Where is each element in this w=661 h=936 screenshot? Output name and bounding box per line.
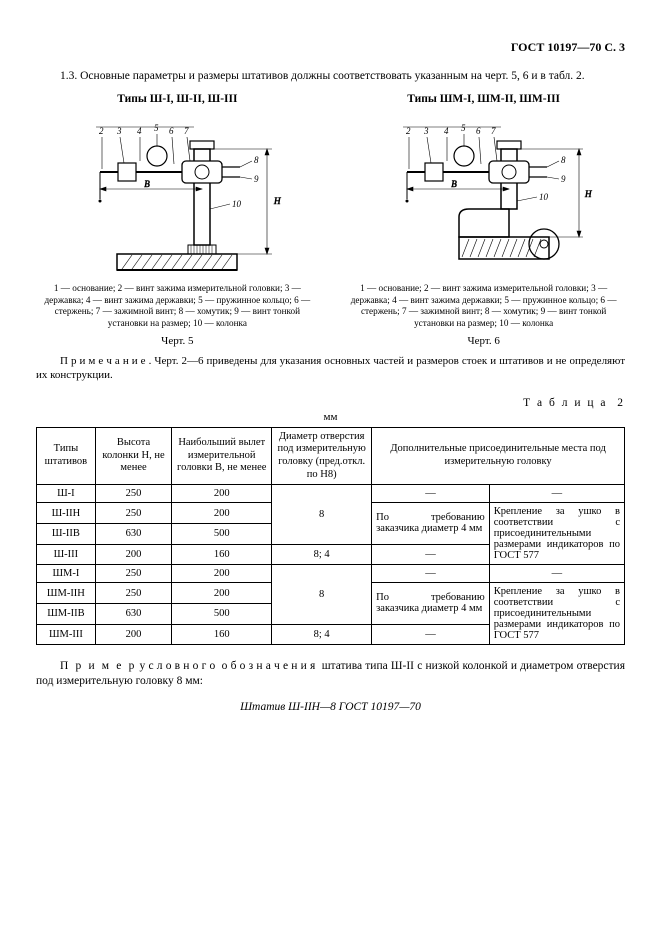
callout-7: 7: [184, 126, 189, 136]
table-2: Типы штативов Высота колонки H, не менее…: [36, 427, 625, 645]
figure-6-caption: Черт. 6: [467, 335, 499, 347]
svg-text:9: 9: [561, 174, 566, 184]
figure-6: Типы ШМ-I, ШМ-II, ШМ-III: [342, 93, 625, 347]
page: ГОСТ 10197—70 С. 3 1.3. Основные парамет…: [0, 0, 661, 936]
figure-6-title: Типы ШМ-I, ШМ-II, ШМ-III: [407, 93, 560, 105]
intro-paragraph: 1.3. Основные параметры и размеры штатив…: [36, 69, 625, 83]
svg-text:10: 10: [539, 192, 549, 202]
svg-text:5: 5: [461, 123, 466, 133]
callout-6: 6: [169, 126, 174, 136]
figure-5-title: Типы Ш-I, Ш-II, Ш-III: [117, 93, 237, 105]
table-unit: мм: [36, 411, 625, 423]
th-extra: Дополнительные присоединительные места п…: [372, 427, 625, 484]
svg-text:8: 8: [561, 155, 566, 165]
figure-5: Типы Ш-I, Ш-II, Ш-III: [36, 93, 319, 347]
svg-text:6: 6: [476, 126, 481, 136]
table-row: Ш-I 250 200 8 — —: [37, 485, 625, 503]
th-H: Высота колонки H, не менее: [95, 427, 171, 484]
callout-5: 5: [154, 123, 159, 133]
callout-3: 3: [116, 126, 122, 136]
dim-B: B: [145, 179, 151, 189]
figure-5-image: 2 3 4 5 6 7 8: [62, 109, 292, 279]
example-paragraph: П р и м е р у с л о в н о г о о б о з н …: [36, 659, 625, 689]
figures-row: Типы Ш-I, Ш-II, Ш-III: [36, 93, 625, 347]
svg-text:7: 7: [491, 126, 496, 136]
svg-text:H: H: [584, 189, 592, 199]
page-header: ГОСТ 10197—70 С. 3: [36, 40, 625, 55]
callout-10: 10: [232, 199, 242, 209]
figure-6-image: 2 3 4 5 6 7 8 9: [369, 109, 599, 279]
callout-8: 8: [254, 155, 259, 165]
svg-text:2: 2: [406, 126, 411, 136]
designation: Штатив Ш-IIН—8 ГОСТ 10197—70: [36, 701, 625, 713]
figure-6-legend: 1 — основание; 2 — винт зажима измерител…: [342, 283, 625, 329]
svg-text:4: 4: [444, 126, 449, 136]
svg-text:B: B: [451, 179, 457, 189]
callout-9: 9: [254, 174, 259, 184]
table-row: ШМ-I 250 200 8 — —: [37, 565, 625, 583]
svg-text:3: 3: [423, 126, 429, 136]
table-label: Т а б л и ц а 2: [36, 397, 625, 409]
callout-2: 2: [99, 126, 104, 136]
figure-5-caption: Черт. 5: [161, 335, 193, 347]
callout-4: 4: [137, 126, 142, 136]
th-B: Наибольший вылет измерительной головки B…: [172, 427, 272, 484]
figure-5-legend: 1 — основание; 2 — винт зажима измерител…: [36, 283, 319, 329]
note: П р и м е ч а н и е . Черт. 2—6 приведен…: [36, 355, 625, 383]
th-D: Диаметр отверстия под измерительную голо…: [272, 427, 372, 484]
th-types: Типы штативов: [37, 427, 96, 484]
dim-H: H: [273, 196, 281, 206]
